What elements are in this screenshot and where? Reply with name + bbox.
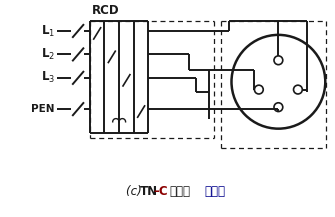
Text: L$_3$: L$_3$: [41, 70, 55, 85]
Text: –C: –C: [153, 185, 168, 198]
Text: 系统，: 系统，: [169, 185, 190, 198]
Text: RCD: RCD: [92, 4, 119, 17]
Text: L$_1$: L$_1$: [41, 23, 55, 38]
Text: (c): (c): [126, 185, 145, 198]
Text: TN: TN: [140, 185, 158, 198]
Text: L$_2$: L$_2$: [41, 47, 55, 62]
Text: PEN: PEN: [31, 104, 55, 114]
Text: 四极式: 四极式: [204, 185, 225, 198]
